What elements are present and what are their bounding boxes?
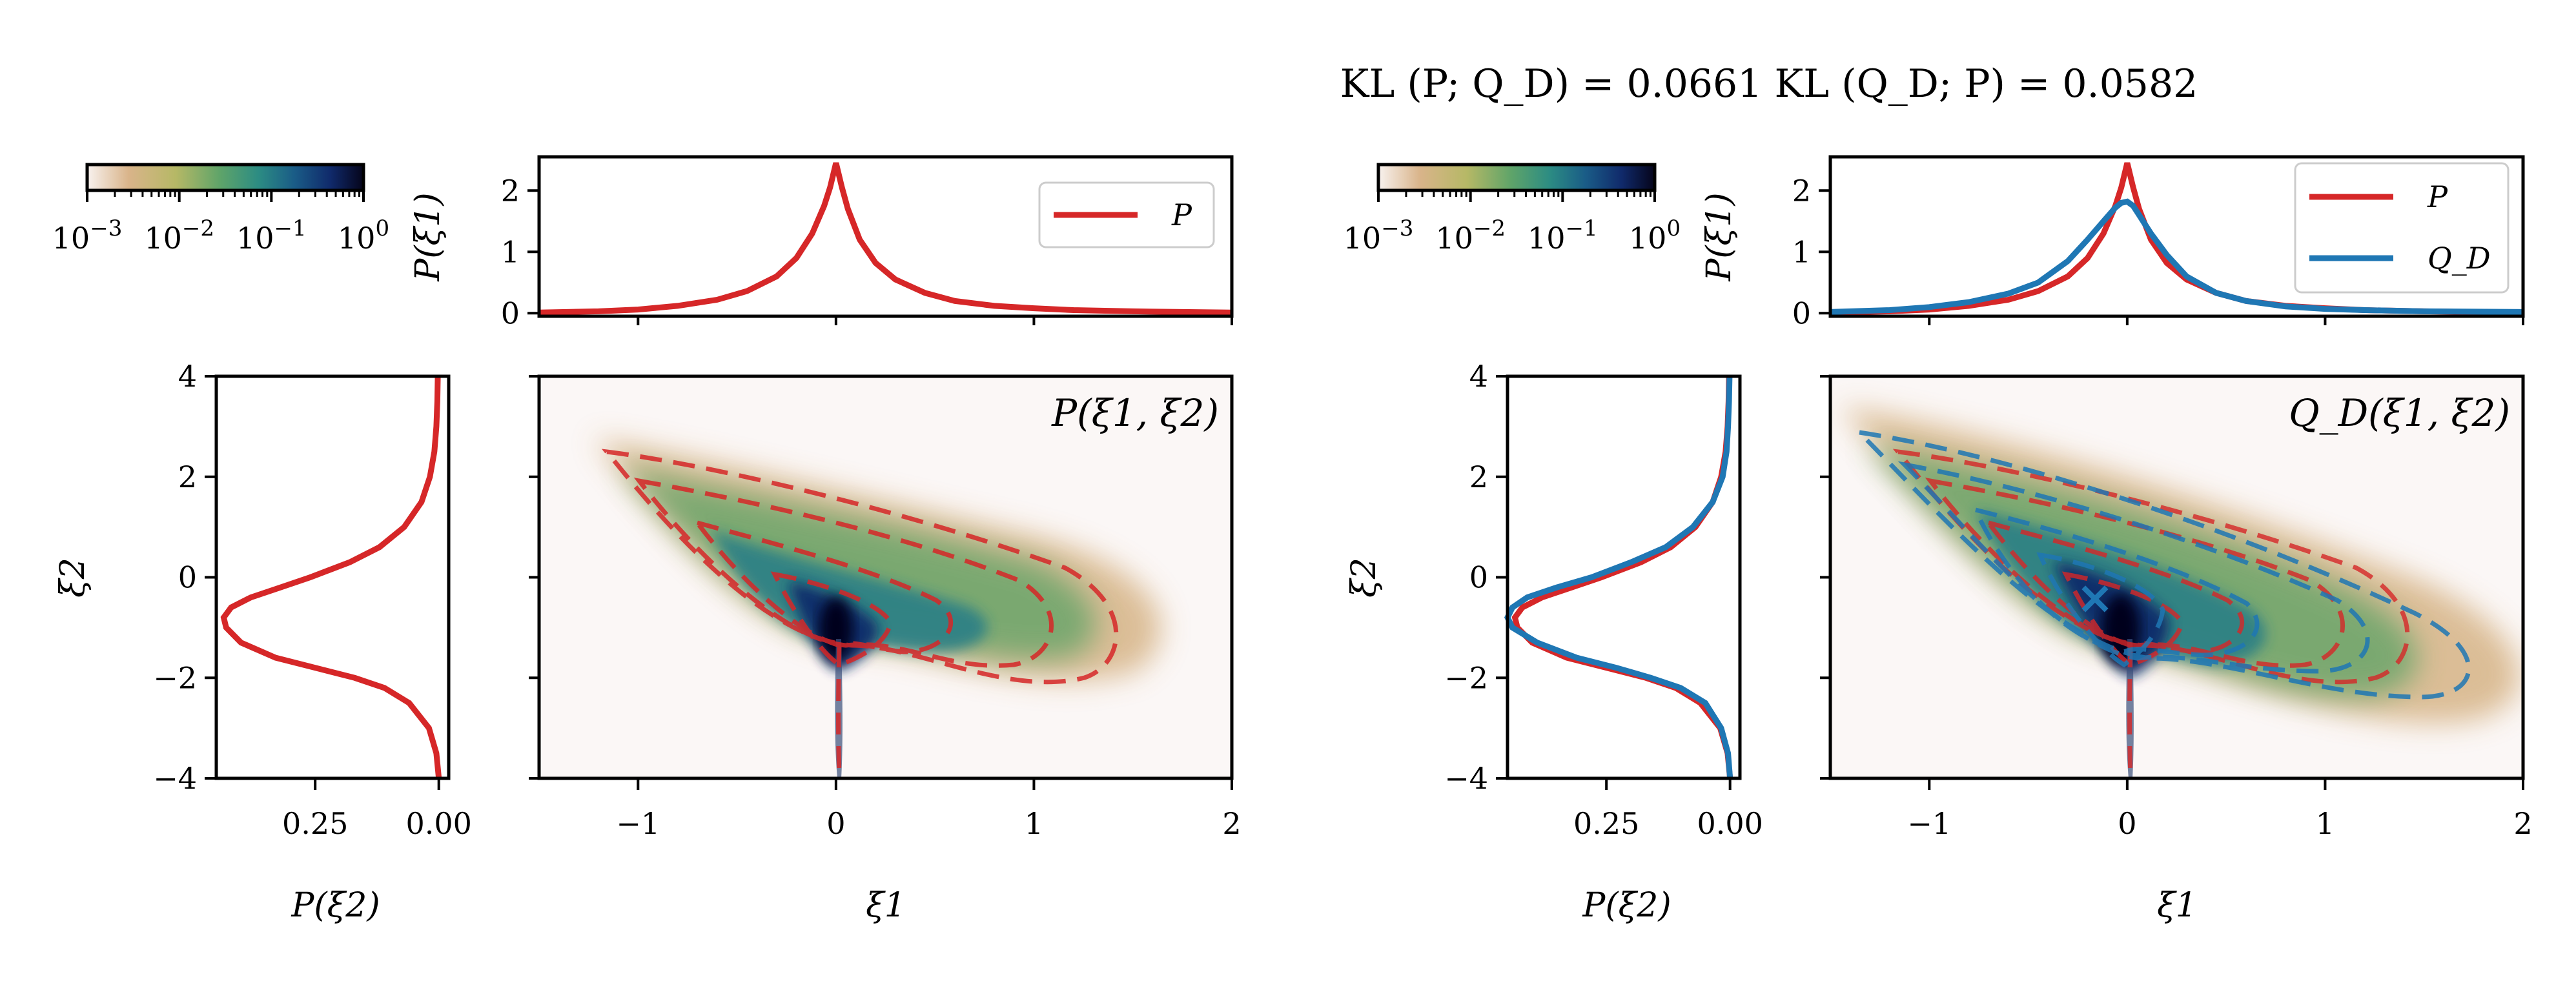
ls-ytick-label-2: 0 xyxy=(178,560,197,595)
rs-ytick-label-4: −4 xyxy=(1444,761,1488,796)
rt-ytick-label-2: 2 xyxy=(1792,173,1811,208)
rs-ytick-label-2: 0 xyxy=(1469,560,1488,595)
lt-ytick-label-0: 0 xyxy=(501,296,520,330)
cbR-ticks-label-2: 10−1 xyxy=(1528,216,1598,256)
right-contour-Q-4 xyxy=(2036,552,2165,668)
right-top-ylabel: P(ξ1) xyxy=(1700,192,1739,281)
colorbar-left: 10−3 10−2 10−1 100 xyxy=(52,163,389,256)
right-contour-Q-3 xyxy=(1971,506,2260,658)
rs-ytick-label-3: −2 xyxy=(1444,660,1488,695)
cbR-ticks-label-1: 10−2 xyxy=(1435,216,1506,256)
lm-xtick-label-2: 1 xyxy=(1025,806,1043,841)
cbL-ticks-label-0: 10−3 xyxy=(52,216,123,256)
right-main-xlabel: ξ1 xyxy=(2157,886,2197,925)
colorbar-left-frame xyxy=(85,163,365,192)
cbR-ticks-label-0: 10−3 xyxy=(1344,216,1414,256)
rs-ytick-label-0: 4 xyxy=(1469,359,1488,394)
panel-right-main: × −1 0 1 2 Q_D(ξ1, ξ2) ξ1 xyxy=(1820,374,2533,925)
right-density-tail xyxy=(2126,639,2134,778)
ls-ytick-label-0: 4 xyxy=(178,359,197,394)
right-contour-P-4 xyxy=(2061,571,2185,667)
left-side-frame xyxy=(214,374,451,780)
right-side-ylabel: ξ2 xyxy=(1345,558,1384,598)
right-side-line-Q xyxy=(1504,376,1733,779)
rm-xtick-label-2: 1 xyxy=(2316,806,2335,841)
lm-xtick-label-3: 2 xyxy=(1222,806,1241,841)
cbL-ticks-label-2: 10−1 xyxy=(236,216,307,256)
panel-left-main: −1 0 1 2 P(ξ1, ξ2) ξ1 xyxy=(529,374,1242,925)
panel-right-top: 0 1 2 P(ξ1) P Q_D xyxy=(1700,155,2525,330)
right-top-legend-label-P: P xyxy=(2427,179,2448,214)
cbL-ticks-label-1: 10−2 xyxy=(144,216,214,256)
left-density-mid xyxy=(620,465,1096,660)
ls-ytick-label-3: −2 xyxy=(153,660,197,695)
right-top-frame xyxy=(1828,155,2525,318)
left-main-xlabel: ξ1 xyxy=(866,886,906,925)
right-top-line-Q xyxy=(1830,198,2524,315)
right-side-frame xyxy=(1506,374,1742,780)
rm-xtick-label-3: 2 xyxy=(2513,806,2532,841)
left-top-legend-label-P: P xyxy=(1171,197,1192,232)
left-main-label: P(ξ1, ξ2) xyxy=(1051,391,1219,435)
lm-xtick-label-1: 0 xyxy=(826,806,845,841)
colorbar-left-gradient xyxy=(87,165,363,190)
lt-ytick-label-2: 2 xyxy=(501,173,520,208)
lm-xtick-label-0: −1 xyxy=(616,806,660,841)
left-top-frame xyxy=(537,155,1234,318)
lt-ytick-label-1: 1 xyxy=(501,234,520,269)
left-contour-P-tail xyxy=(836,645,842,775)
left-contour-P-4 xyxy=(770,571,894,667)
figure-title: KL (P; Q_D) = 0.0661 KL (Q_D; P) = 0.058… xyxy=(1340,61,2198,106)
right-side-line-P xyxy=(1511,376,1733,779)
left-density-tail xyxy=(835,639,843,778)
left-top-line-P xyxy=(538,162,1232,316)
ls-ytick-label-4: −4 xyxy=(153,761,197,796)
rs-xtick-label-1: 0.00 xyxy=(1697,806,1763,841)
left-top-legend: P xyxy=(1038,181,1215,248)
cbR-ticks-label-3: 100 xyxy=(1629,216,1681,256)
right-top-legend: P Q_D xyxy=(2294,162,2510,294)
right-main-mode-marker: × xyxy=(2076,571,2114,624)
rm-xtick-label-1: 0 xyxy=(2118,806,2136,841)
left-side-ylabel: ξ2 xyxy=(54,558,92,598)
right-main-label: Q_D(ξ1, ξ2) xyxy=(2289,391,2510,435)
rs-xtick-label-0: 0.25 xyxy=(1573,806,1639,841)
right-contour-P-2 xyxy=(1925,477,2346,668)
colorbar-right-gradient xyxy=(1378,165,1655,190)
rs-ytick-label-1: 2 xyxy=(1469,460,1488,494)
rt-ytick-label-1: 1 xyxy=(1792,234,1811,269)
ls-ytick-label-1: 2 xyxy=(178,460,197,494)
panel-right-side: 4 2 0 −2 −4 0.25 0.00 ξ2 P(ξ2) xyxy=(1345,359,1763,925)
left-side-xlabel: P(ξ2) xyxy=(291,886,380,925)
ls-xtick-label-0: 0.25 xyxy=(282,806,348,841)
right-top-legend-label-Q: Q_D xyxy=(2428,241,2491,276)
left-contour-P-2 xyxy=(633,477,1054,668)
rt-ytick-label-0: 0 xyxy=(1792,296,1811,330)
ls-xtick-label-1: 0.00 xyxy=(405,806,471,841)
rm-xtick-label-0: −1 xyxy=(1907,806,1951,841)
cbL-ticks-label-3: 100 xyxy=(338,216,389,256)
left-top-ylabel: P(ξ1) xyxy=(409,192,447,281)
right-side-xlabel: P(ξ2) xyxy=(1582,886,1671,925)
colorbar-right-frame xyxy=(1376,163,1657,192)
panel-left-side: 4 2 0 −2 −4 0.25 0.00 ξ2 P(ξ2) xyxy=(54,359,472,925)
left-density-inner xyxy=(710,529,988,652)
left-side-line-P xyxy=(220,376,442,779)
panel-left-top: 0 1 2 P(ξ1) P xyxy=(409,155,1234,330)
left-contour-P-3 xyxy=(691,518,953,654)
colorbar-right: 10−3 10−2 10−1 100 xyxy=(1344,163,1681,256)
right-contour-P-tail xyxy=(2127,645,2133,775)
